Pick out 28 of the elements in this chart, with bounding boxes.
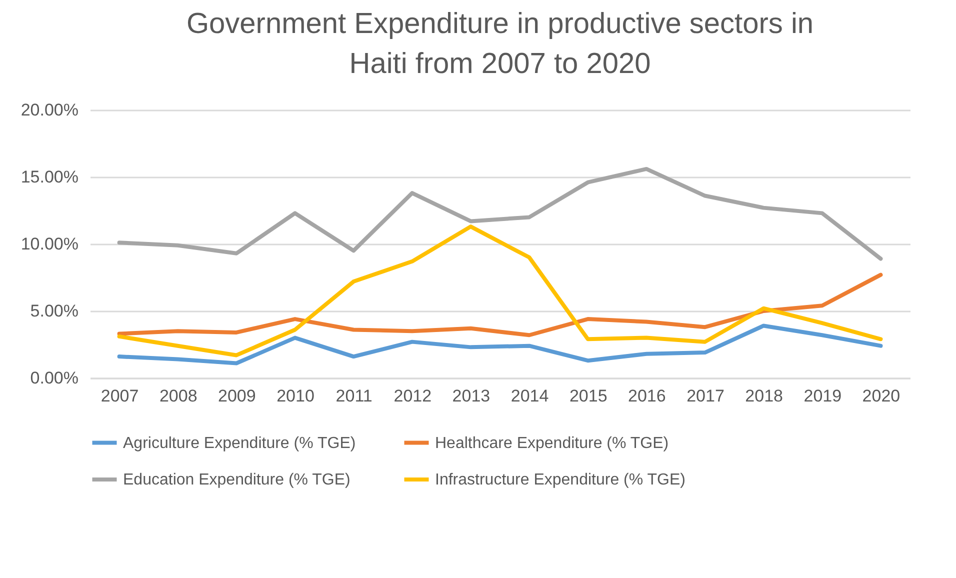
x-tick-label: 2012 [394,386,432,406]
x-tick-label: 2013 [452,386,490,406]
line-series [117,272,883,338]
x-tick-label: 2007 [100,386,139,406]
x-tick-label: 2019 [804,386,842,406]
x-tick-label: 2009 [218,386,256,406]
chart-title: Government Expenditure in productive sectors in Haiti from 2007 to 2020 [186,8,814,80]
legend-label: Infrastructure Expenditure (% TGE) [435,472,686,488]
y-tick-label: 20.00% [20,100,78,120]
legend-label: Education Expenditure (% TGE) [123,472,350,488]
x-tick-label: 2010 [276,386,314,406]
legend-label: Healthcare Expenditure (% TGE) [435,434,669,452]
y-tick-label: 10.00% [20,234,78,254]
line-series [117,166,883,261]
x-tick-label: 2018 [745,386,783,406]
x-tick-label: 2014 [510,386,549,406]
x-tick-label: 2008 [159,386,198,406]
x-tick-label: 2011 [336,386,372,406]
line-series [117,324,883,366]
x-tick-label: 2017 [686,386,724,406]
x-tick-label: 2016 [628,386,666,406]
y-tick-label: 0.00% [30,368,78,388]
line-series [117,224,883,358]
x-tick-label: 2015 [569,386,608,406]
y-tick-label: 15.00% [20,168,78,186]
x-tick-label: 2020 [862,386,900,406]
legend-label: Agriculture Expenditure (% TGE) [123,434,356,452]
y-tick-label: 5.00% [30,302,78,320]
